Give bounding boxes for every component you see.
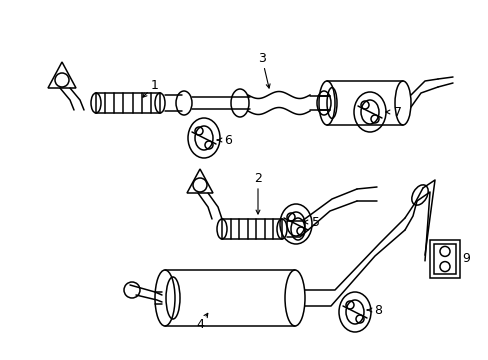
- Text: 6: 6: [224, 134, 231, 147]
- Text: 8: 8: [373, 303, 381, 316]
- Text: 7: 7: [393, 105, 401, 118]
- Text: 4: 4: [196, 319, 203, 332]
- Text: 5: 5: [311, 216, 319, 229]
- Text: 3: 3: [258, 51, 265, 64]
- Text: 1: 1: [151, 78, 159, 91]
- Bar: [429, 240, 459, 278]
- Text: 2: 2: [254, 171, 262, 185]
- Bar: [433, 244, 455, 274]
- Text: 9: 9: [461, 252, 469, 265]
